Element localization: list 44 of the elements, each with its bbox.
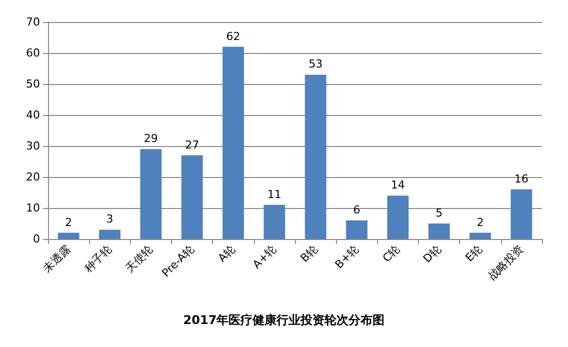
bar: [510, 189, 532, 239]
data-label: 29: [144, 132, 158, 146]
bar: [181, 155, 203, 239]
x-tick-label: A+轮: [250, 242, 280, 272]
data-label: 27: [185, 138, 200, 152]
bar: [387, 196, 409, 239]
data-label: 16: [514, 172, 528, 186]
data-label: 14: [390, 178, 405, 192]
y-tick-label: 30: [26, 140, 40, 152]
data-label: 6: [353, 203, 360, 216]
bar: [346, 220, 368, 239]
bar: [428, 224, 450, 239]
bar: [140, 149, 162, 239]
x-tick-label: 种子轮: [82, 242, 114, 275]
y-tick-label: 50: [26, 78, 40, 90]
x-tick-label: B轮: [298, 242, 320, 265]
data-label: 62: [226, 30, 240, 43]
bar: [470, 232, 491, 239]
bar: [222, 46, 244, 239]
x-tick-label: 未透露: [40, 242, 74, 275]
x-tick-label: A轮: [216, 242, 238, 265]
y-tick-label: 70: [26, 16, 40, 28]
bar: [99, 230, 120, 239]
data-label: 2: [476, 216, 484, 229]
data-label: 2: [65, 216, 72, 229]
x-tick-label: D轮: [420, 242, 444, 266]
x-tick-label: C轮: [380, 242, 403, 265]
text: 2017年医疗健康行业投资轮次分布图: [183, 313, 385, 327]
data-label: 11: [267, 188, 282, 201]
x-tick-label: 天使轮: [122, 242, 156, 275]
x-tick-label: 战略投资: [486, 242, 526, 283]
y-tick-label: 10: [26, 202, 40, 214]
y-tick-label: 60: [26, 46, 40, 60]
data-label: 3: [106, 212, 114, 226]
data-label: 53: [308, 58, 323, 71]
data-label: 5: [436, 206, 443, 220]
bar: [264, 204, 286, 239]
y-tick-label: 20: [26, 170, 40, 184]
bar: [58, 232, 80, 239]
y-tick-label: 40: [26, 108, 40, 122]
x-tick-label: E轮: [462, 242, 485, 264]
bar: [304, 74, 326, 239]
x-tick-label: B+轮: [332, 242, 362, 272]
y-tick-label: 0: [33, 232, 40, 246]
